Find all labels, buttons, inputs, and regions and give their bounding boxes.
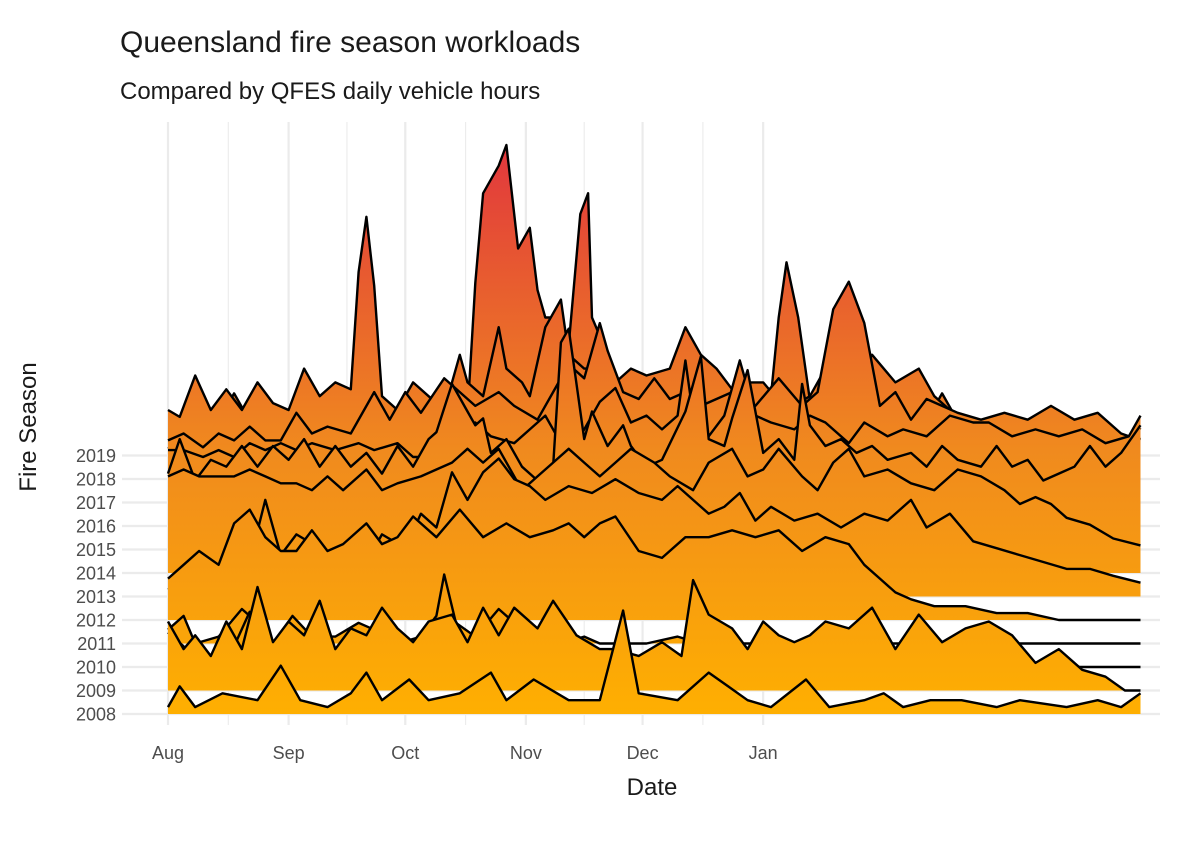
y-tick-label: 2019 (76, 446, 116, 466)
y-tick-label: 2016 (76, 517, 116, 537)
ridge-2012 (167, 508, 1141, 622)
y-tick-label: 2011 (77, 634, 116, 654)
x-tick-label: Dec (627, 743, 659, 763)
x-axis-title: Date (627, 774, 678, 801)
y-tick-label: 2008 (76, 705, 116, 725)
ridge-line-2015 (166, 327, 1142, 489)
x-tick-label: Oct (391, 743, 419, 763)
ridges-layer (166, 143, 1142, 714)
y-tick-label: 2018 (76, 470, 116, 490)
ridge-line-2017 (167, 280, 1141, 449)
chart-subtitle: Compared by QFES daily vehicle hours (120, 78, 541, 105)
y-tick-label: 2009 (76, 681, 116, 701)
y-tick-label: 2010 (76, 658, 116, 678)
y-tick-label: 2012 (76, 611, 116, 631)
ridge-2009 (166, 578, 1141, 692)
ridge-line-2014 (167, 447, 1141, 547)
x-tick-label: Sep (273, 743, 305, 763)
y-tick-label: 2014 (76, 564, 116, 584)
x-tick-label: Jan (749, 743, 778, 763)
ridge-line-2008 (166, 609, 1142, 709)
y-tick-label: 2013 (76, 587, 116, 607)
ridge-line-2009 (166, 578, 1141, 692)
y-tick-label: 2015 (76, 540, 116, 560)
ridge-area-2012 (168, 509, 1141, 620)
ridge-area-2009 (168, 580, 1141, 691)
x-tick-labels: Aug Sep Oct Nov Dec Jan (152, 743, 778, 763)
x-tick-label: Aug (152, 743, 184, 763)
ridge-line-2012 (167, 508, 1141, 622)
chart-title: Queensland fire season workloads (120, 26, 581, 59)
y-tick-labels: 2008 2009 2010 2011 2012 2013 2014 2015 2016 2017… (76, 446, 116, 725)
ridge-2008 (166, 609, 1142, 714)
y-axis-title: Fire Season (15, 362, 42, 491)
ridge-area-2008 (168, 610, 1141, 714)
y-tick-label: 2017 (76, 493, 116, 513)
ridge-line-2016 (168, 359, 1142, 459)
x-tick-label: Nov (510, 743, 542, 763)
